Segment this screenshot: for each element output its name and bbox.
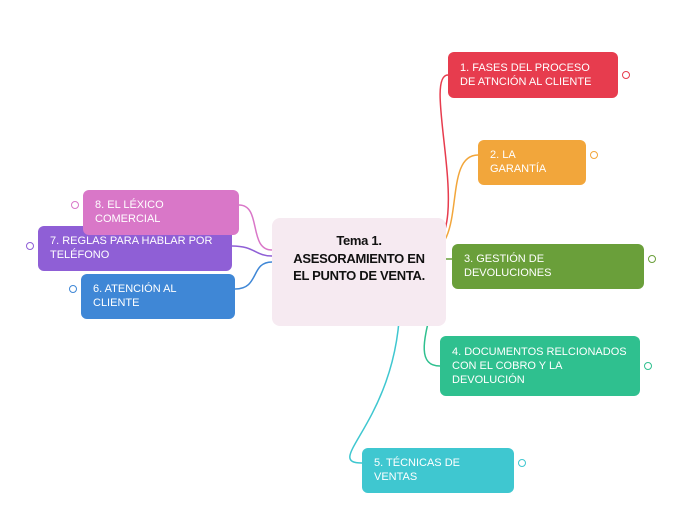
expand-dot[interactable] (648, 255, 656, 263)
center-node[interactable]: Tema 1. ASESORAMIENTO EN EL PUNTO DE VEN… (272, 218, 446, 326)
branch-node[interactable]: 8. EL LÉXICO COMERCIAL (83, 190, 239, 235)
expand-dot[interactable] (26, 242, 34, 250)
branch-label: 8. EL LÉXICO COMERCIAL (95, 198, 227, 227)
expand-dot[interactable] (622, 71, 630, 79)
branch-label: 1. FASES DEL PROCESO DE ATNCIÓN AL CLIEN… (460, 61, 606, 90)
branch-label: 4. DOCUMENTOS RELCIONADOS CON EL COBRO Y… (452, 345, 628, 388)
branch-label: 2. LA GARANTÍA (490, 148, 574, 177)
branch-label: 3. GESTIÓN DE DEVOLUCIONES (464, 252, 632, 281)
branch-label: 6. ATENCIÓN AL CLIENTE (93, 282, 223, 311)
expand-dot[interactable] (69, 285, 77, 293)
center-title: Tema 1. ASESORAMIENTO EN EL PUNTO DE VEN… (293, 233, 425, 283)
branch-node[interactable]: 3. GESTIÓN DE DEVOLUCIONES (452, 244, 644, 289)
branch-node[interactable]: 1. FASES DEL PROCESO DE ATNCIÓN AL CLIEN… (448, 52, 618, 98)
expand-dot[interactable] (518, 459, 526, 467)
branch-node[interactable]: 6. ATENCIÓN AL CLIENTE (81, 274, 235, 319)
branch-label: 5. TÉCNICAS DE VENTAS (374, 456, 502, 485)
branch-label: 7. REGLAS PARA HABLAR POR TELÉFONO (50, 234, 220, 263)
branch-node[interactable]: 4. DOCUMENTOS RELCIONADOS CON EL COBRO Y… (440, 336, 640, 396)
branch-node[interactable]: 5. TÉCNICAS DE VENTAS (362, 448, 514, 493)
expand-dot[interactable] (71, 201, 79, 209)
expand-dot[interactable] (590, 151, 598, 159)
mindmap-canvas: Tema 1. ASESORAMIENTO EN EL PUNTO DE VEN… (0, 0, 696, 520)
branch-node[interactable]: 2. LA GARANTÍA (478, 140, 586, 185)
expand-dot[interactable] (644, 362, 652, 370)
